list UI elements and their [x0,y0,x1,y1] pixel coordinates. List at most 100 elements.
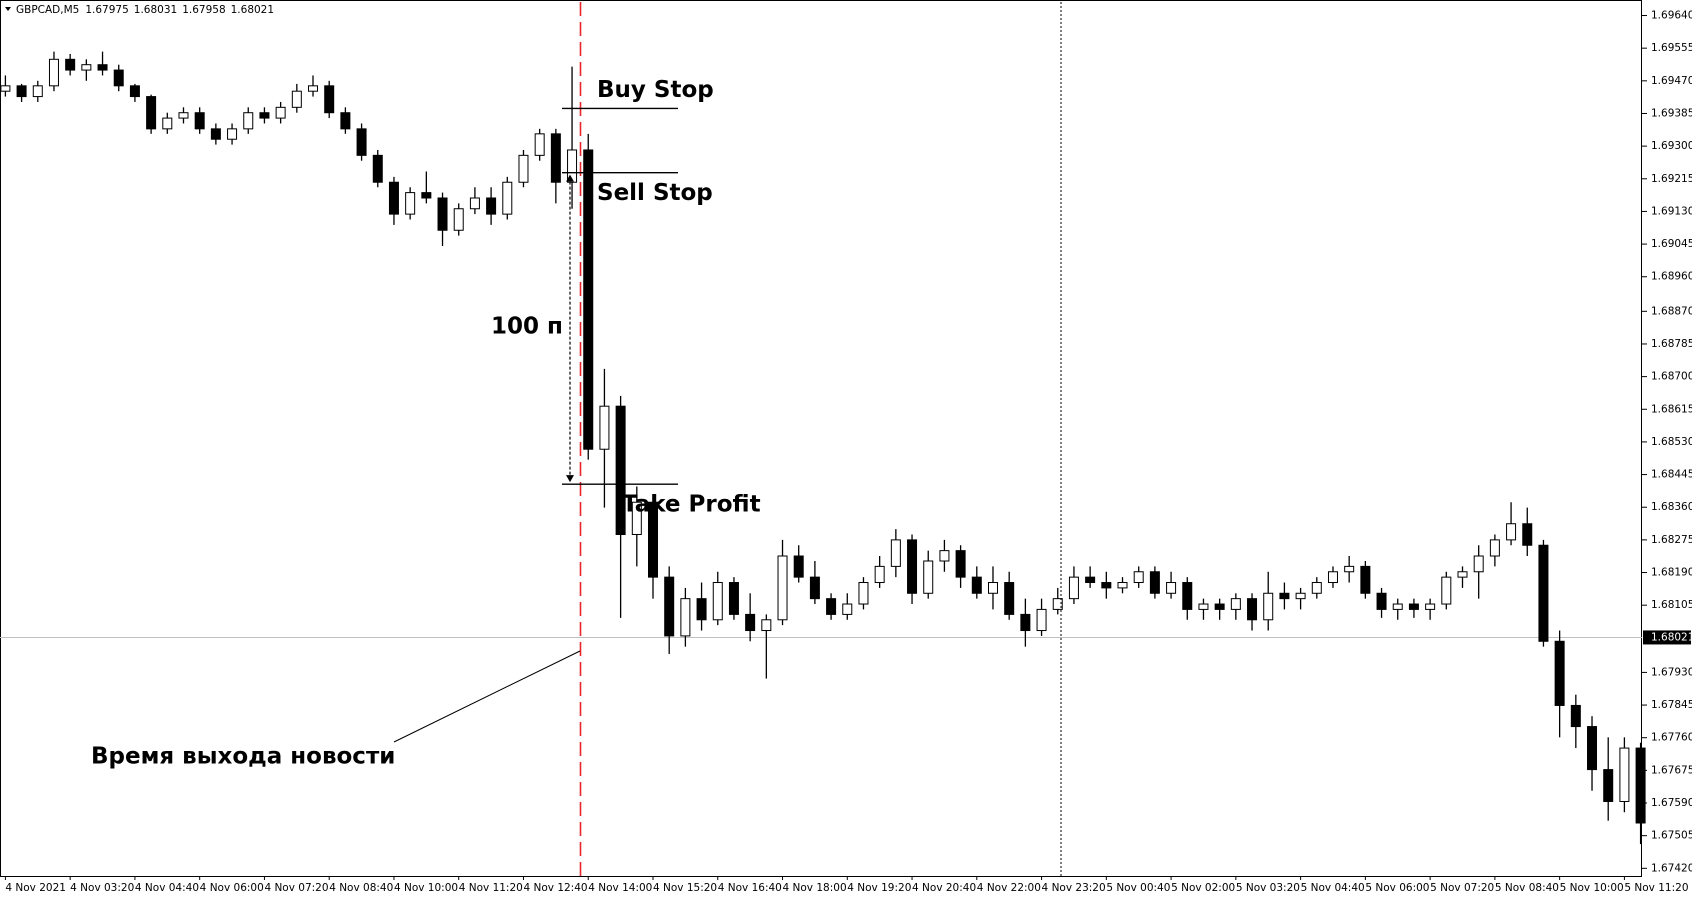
x-tick-label: 4 Nov 04:40 [135,882,199,894]
candle-body [809,576,820,600]
candle-body [210,128,221,140]
candle-body [907,539,918,594]
candle-body [97,64,108,71]
distance-label: 100 п [491,314,563,340]
candle-body [648,501,658,578]
x-tick-label: 4 Nov 10:00 [394,882,458,894]
candle-body [1506,523,1517,541]
candle-body [65,58,76,71]
level-label: Sell Stop [597,180,713,206]
candle-body [486,197,497,215]
x-tick-label: 4 Nov 03:20 [70,882,134,894]
arrow-head [566,174,574,182]
candle-body [1587,726,1598,771]
candle-body [259,112,270,119]
candle-body [1117,582,1128,589]
x-tick-label: 5 Nov 07:20 [1430,882,1494,894]
candle-body [178,112,189,119]
candle-body [1425,603,1436,610]
x-tick-label: 4 Nov 18:00 [783,882,847,894]
candle-body [1198,603,1209,610]
x-tick-label: 4 Nov 12:40 [523,882,587,894]
y-tick-label: 1.68870 [1651,305,1692,317]
candle-body [680,598,691,637]
candle-body [712,582,723,621]
plot-frame [0,0,1642,877]
candle-body [728,582,739,615]
y-tick-label: 1.67590 [1651,797,1692,809]
header-text: GBPCAD,M5 1.67975 1.68031 1.67958 1.68021 [16,4,274,16]
header: GBPCAD,M5 1.67975 1.68031 1.67958 1.68021 [5,4,274,16]
y-tick-label: 1.68530 [1651,436,1692,448]
candle-body [437,197,448,231]
candle-body [842,603,853,615]
header-value: 1.68031 [134,4,177,16]
candle-body [518,154,529,183]
x-tick-label: 4 Nov 07:20 [264,882,328,894]
candle-body [599,405,610,450]
y-tick-label: 1.68360 [1651,501,1692,513]
x-tick-label: 4 Nov 20:40 [912,882,976,894]
x-tick-label: 4 Nov 19:20 [847,882,911,894]
candle-body [1408,603,1419,610]
candle-body [1133,571,1144,584]
x-tick-label: 4 Nov 22:00 [977,882,1041,894]
candle-body [48,58,59,87]
x-tick-label: 5 Nov 04:40 [1301,882,1365,894]
menu-arrow [5,7,11,11]
candle-body [955,550,966,578]
candle-body [1004,582,1015,615]
arrow-head [566,475,574,483]
candle-body [1635,747,1646,824]
overlay-layer: Время выхода новости 100 п Buy Stop Sell … [91,2,1692,876]
x-tick-label: 5 Nov 10:00 [1560,882,1624,894]
level-label: Take Profit [622,492,761,518]
candle-body [745,613,756,632]
y-tick-label: 1.68615 [1651,403,1692,415]
candle-body [987,582,998,594]
candle-body [1457,571,1468,578]
candle-body [1376,592,1387,610]
candle-body [923,560,934,594]
news-label: Время выхода новости [91,744,395,770]
candle-body [1263,592,1274,621]
x-tick-label: 4 Nov 2021 [5,882,66,894]
candle-body [1052,598,1063,610]
candle-body [1441,576,1452,605]
x-tick-label: 4 Nov 08:40 [329,882,393,894]
x-tick-label: 5 Nov 03:20 [1236,882,1300,894]
x-tick-label: 5 Nov 06:00 [1365,882,1429,894]
y-tick-label: 1.68445 [1651,469,1692,481]
candle-body [405,192,416,215]
candle-body [1311,582,1322,594]
candle-body [1603,769,1614,802]
level-label: Buy Stop [597,77,714,103]
candles-layer [0,51,1646,845]
candle-body [1149,571,1160,594]
candle-body [388,181,399,215]
candle-body [129,85,140,98]
x-tick-label: 5 Nov 08:40 [1495,882,1559,894]
candle-body [890,539,901,567]
candle-body [1327,571,1338,584]
candle-body [1489,539,1500,557]
candle-body [243,112,254,130]
candle-body [1214,603,1225,610]
y-tick-label: 1.67845 [1651,699,1692,711]
y-tick-label: 1.69045 [1651,238,1692,250]
candle-body [1247,598,1258,621]
y-tick-label: 1.68190 [1651,567,1692,579]
y-tick-label: 1.67930 [1651,666,1692,678]
candle-body [227,128,238,140]
candle-body [631,501,642,535]
candle-body [1279,592,1290,600]
candle-body [324,85,335,114]
candle-body [939,550,950,562]
candle-body [874,565,885,584]
header-value: 1.68021 [231,4,274,16]
candle-body [1554,640,1565,706]
candle-body [793,555,804,578]
candle-body [421,192,432,199]
candle-body [32,85,43,98]
x-tick-label: 4 Nov 14:00 [588,882,652,894]
